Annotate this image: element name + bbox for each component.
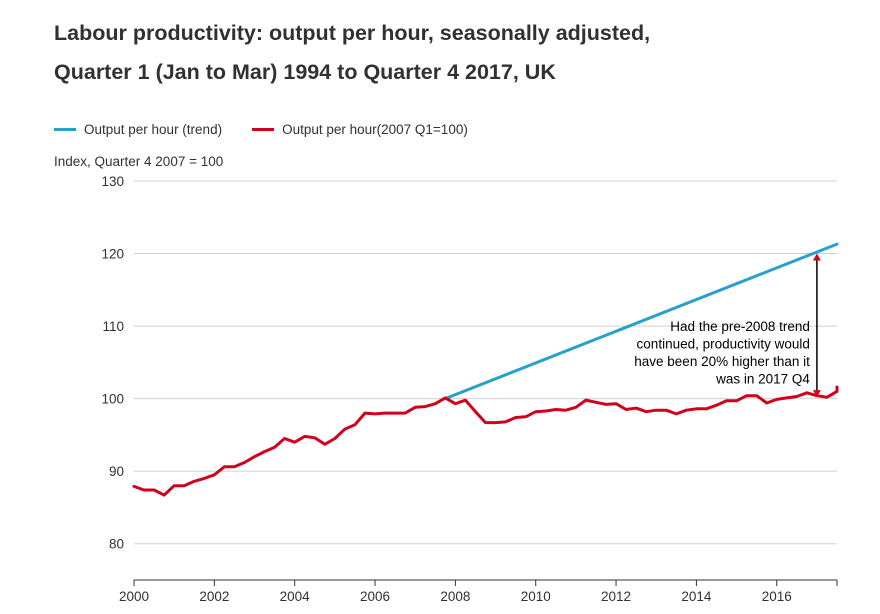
y-tick-label: 90 xyxy=(109,464,124,479)
annotation-arrowhead-top xyxy=(812,253,821,261)
chart-title-line-1: Labour productivity: output per hour, se… xyxy=(54,21,651,45)
annotation: Had the pre-2008 trend continued, product… xyxy=(634,253,821,398)
grid-lines xyxy=(134,180,837,545)
annotation-text-line: was in 2017 Q4 xyxy=(715,372,810,387)
x-tick-label: 2008 xyxy=(440,589,470,604)
legend-item-actual: Output per hour(2007 Q1=100) xyxy=(252,122,468,137)
x-tick-label: 2002 xyxy=(199,589,229,604)
x-tick-label: 2016 xyxy=(762,589,792,604)
legend-label-actual: Output per hour(2007 Q1=100) xyxy=(282,121,468,137)
legend-swatch-actual xyxy=(252,127,275,131)
y-tick-label: 100 xyxy=(101,392,124,407)
x-tick-label: 2000 xyxy=(119,589,149,604)
legend-item-trend: Output per hour (trend) xyxy=(54,122,222,137)
y-tick-label: 120 xyxy=(101,247,124,262)
legend-swatch-trend xyxy=(54,127,76,131)
series-lines xyxy=(132,242,839,497)
chart-title: Labour productivity: output per hour, se… xyxy=(54,14,854,92)
annotation-arrowhead-bottom xyxy=(812,390,821,398)
y-tick-label: 80 xyxy=(109,537,124,552)
x-tick-label: 2010 xyxy=(521,589,551,604)
x-axis: 2000 2002 2004 2006 2008 2010 2012 2014 2016 xyxy=(119,579,838,604)
chart-title-line-2: Quarter 1 (Jan to Mar) 1994 to Quarter 4… xyxy=(54,60,556,84)
y-tick-label: 130 xyxy=(101,174,124,189)
x-tick-label: 2012 xyxy=(601,589,631,604)
annotation-text-line: continued, productivity would xyxy=(637,337,810,352)
x-tick-label: 2006 xyxy=(360,589,390,604)
x-tick-label: 2004 xyxy=(280,589,311,604)
x-tick-label: 2014 xyxy=(681,589,712,604)
annotation-text-line: Had the pre-2008 trend xyxy=(670,319,810,334)
chart-legend: Output per hour (trend) Output per hour(… xyxy=(54,119,498,139)
annotation-text-line: have been 20% higher than it xyxy=(634,354,810,369)
legend-label-trend: Output per hour (trend) xyxy=(84,121,223,137)
y-axis-label: Index, Quarter 4 2007 = 100 xyxy=(54,154,224,169)
series-line-actual xyxy=(132,385,839,497)
y-tick-label: 110 xyxy=(102,319,124,334)
y-tick-labels: 80 90 100 110 120 130 xyxy=(101,174,124,552)
series-line-trend xyxy=(443,242,839,401)
